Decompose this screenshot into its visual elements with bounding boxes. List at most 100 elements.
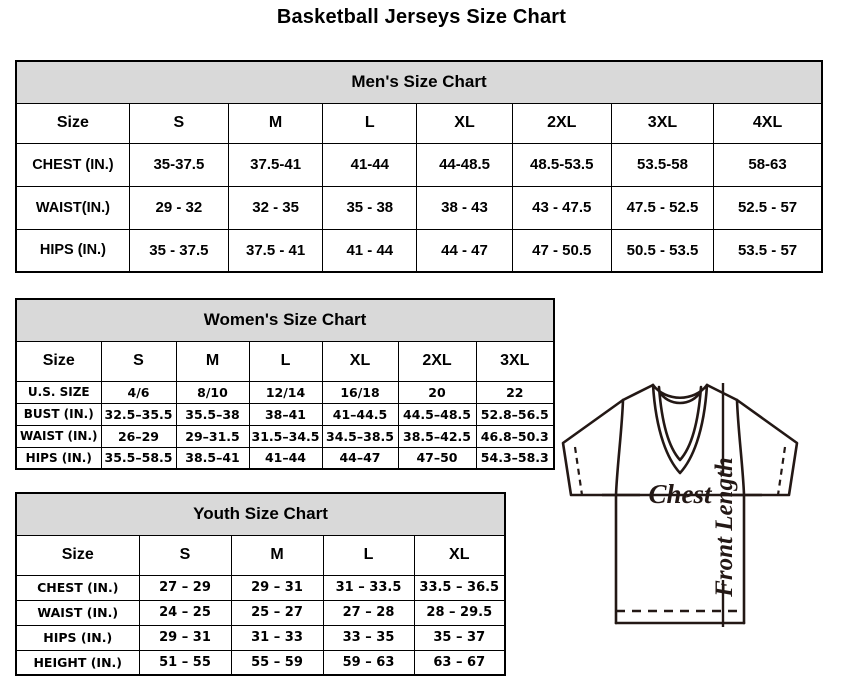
womens-title-row: Women's Size Chart (15, 298, 555, 342)
youth-waist-xl: 28 – 29.5 (413, 599, 506, 626)
mens-waist-3xl: 47.5 - 52.5 (610, 185, 715, 230)
right-sleeve-outline (735, 398, 799, 497)
womens-header-row: Size S M L XL 2XL 3XL (15, 340, 555, 382)
mens-chest-s: 35-37.5 (128, 142, 229, 187)
youth-hips-s: 29 – 31 (138, 624, 232, 651)
womens-waist-l: 31.5–34.5 (248, 424, 323, 448)
womens-ussize-m: 8/10 (175, 380, 250, 404)
womens-hips-xl: 44–47 (321, 446, 399, 470)
youth-size-chart-table: Youth Size Chart Size S M L XL CHEST (IN… (15, 492, 507, 676)
table-row: HIPS (IN.) 29 – 31 31 – 33 33 – 35 35 – … (15, 624, 506, 651)
mens-col-header-l: L (322, 102, 418, 144)
youth-chest-l: 31 – 33.5 (322, 574, 415, 601)
womens-row-label-us-size: U.S. SIZE (15, 380, 102, 404)
womens-bust-l: 38–41 (248, 402, 323, 426)
mens-hips-m: 37.5 - 41 (227, 228, 324, 273)
mens-waist-xl: 38 - 43 (416, 185, 513, 230)
womens-bust-3xl: 52.8–56.5 (475, 402, 555, 426)
youth-hips-l: 33 – 35 (322, 624, 415, 651)
v-neck-outer (651, 383, 709, 475)
youth-header-row: Size S M L XL (15, 534, 506, 576)
youth-height-l: 59 – 63 (322, 649, 415, 676)
youth-row-label-waist: WAIST (IN.) (15, 599, 140, 626)
table-row: U.S. SIZE 4/6 8/10 12/14 16/18 20 22 (15, 380, 555, 404)
mens-chest-4xl: 58-63 (713, 142, 823, 187)
youth-col-header-l: L (322, 534, 415, 576)
womens-hips-l: 41–44 (248, 446, 323, 470)
womens-row-label-waist: WAIST (IN.) (15, 424, 102, 448)
womens-ussize-l: 12/14 (248, 380, 323, 404)
youth-col-header-m: M (230, 534, 324, 576)
womens-hips-s: 35.5–58.5 (100, 446, 177, 470)
mens-waist-s: 29 - 32 (128, 185, 229, 230)
collar-arc-inner (657, 389, 703, 405)
table-row: HIPS (IN.) 35.5–58.5 38.5–41 41–44 44–47… (15, 446, 555, 470)
mens-size-chart-table: Men's Size Chart Size S M L XL 2XL 3XL 4… (15, 60, 823, 273)
womens-col-header-s: S (100, 340, 177, 382)
table-row: WAIST(IN.) 29 - 32 32 - 35 35 - 38 38 - … (15, 185, 823, 230)
mens-col-header-3xl: 3XL (610, 102, 715, 144)
mens-title-row: Men's Size Chart (15, 60, 823, 104)
womens-row-label-hips: HIPS (IN.) (15, 446, 102, 470)
jersey-measurement-diagram: Chest Front Length (520, 355, 840, 655)
youth-height-m: 55 – 59 (230, 649, 324, 676)
youth-hips-xl: 35 – 37 (413, 624, 506, 651)
womens-col-header-size: Size (15, 340, 102, 382)
youth-chest-m: 29 – 31 (230, 574, 324, 601)
mens-chest-m: 37.5-41 (227, 142, 324, 187)
table-row: BUST (IN.) 32.5–35.5 35.5–38 38–41 41–44… (15, 402, 555, 426)
womens-col-header-2xl: 2XL (397, 340, 477, 382)
mens-chest-l: 41-44 (322, 142, 418, 187)
mens-hips-l: 41 - 44 (322, 228, 418, 273)
table-row: CHEST (IN.) 35-37.5 37.5-41 41-44 44-48.… (15, 142, 823, 187)
mens-table-body: Men's Size Chart Size S M L XL 2XL 3XL 4… (15, 60, 823, 273)
youth-col-header-s: S (138, 534, 232, 576)
youth-row-label-hips: HIPS (IN.) (15, 624, 140, 651)
table-row: WAIST (IN.) 24 – 25 25 – 27 27 – 28 28 –… (15, 599, 506, 626)
mens-hips-xl: 44 - 47 (416, 228, 513, 273)
front-length-label: Front Length (711, 457, 738, 598)
mens-table-title: Men's Size Chart (15, 60, 823, 104)
womens-ussize-s: 4/6 (100, 380, 177, 404)
youth-col-header-xl: XL (413, 534, 506, 576)
mens-col-header-s: S (128, 102, 229, 144)
womens-waist-xl: 34.5–38.5 (321, 424, 399, 448)
womens-ussize-2xl: 20 (397, 380, 477, 404)
mens-chest-xl: 44-48.5 (416, 142, 513, 187)
womens-hips-3xl: 54.3–58.3 (475, 446, 555, 470)
mens-row-label-chest: CHEST (IN.) (15, 142, 130, 187)
collar-arc-outer (651, 383, 709, 399)
youth-height-xl: 63 – 67 (413, 649, 506, 676)
youth-chest-s: 27 – 29 (138, 574, 232, 601)
womens-col-header-m: M (175, 340, 250, 382)
mens-row-label-waist: WAIST(IN.) (15, 185, 130, 230)
right-armhole-curve (735, 398, 746, 497)
mens-col-header-xl: XL (416, 102, 513, 144)
youth-table-title: Youth Size Chart (15, 492, 506, 536)
left-shoulder-top (621, 383, 655, 402)
youth-row-label-height: HEIGHT (IN.) (15, 649, 140, 676)
mens-col-header-size: Size (15, 102, 130, 144)
mens-header-row: Size S M L XL 2XL 3XL 4XL (15, 102, 823, 144)
mens-col-header-2xl: 2XL (511, 102, 612, 144)
youth-chest-xl: 33.5 – 36.5 (413, 574, 506, 601)
womens-row-label-bust: BUST (IN.) (15, 402, 102, 426)
right-sleeve-hem-dash (776, 446, 787, 496)
womens-bust-xl: 41–44.5 (321, 402, 399, 426)
youth-waist-s: 24 – 25 (138, 599, 232, 626)
womens-hips-m: 38.5–41 (175, 446, 250, 470)
youth-waist-l: 27 – 28 (322, 599, 415, 626)
jersey-illustration-svg: Chest Front Length (561, 383, 799, 627)
mens-col-header-4xl: 4XL (713, 102, 823, 144)
youth-hips-m: 31 – 33 (230, 624, 324, 651)
table-row: HIPS (IN.) 35 - 37.5 37.5 - 41 41 - 44 4… (15, 228, 823, 273)
womens-ussize-xl: 16/18 (321, 380, 399, 404)
chest-label: Chest (648, 479, 713, 509)
womens-table-title: Women's Size Chart (15, 298, 555, 342)
mens-col-header-m: M (227, 102, 324, 144)
womens-col-header-xl: XL (321, 340, 399, 382)
mens-hips-4xl: 53.5 - 57 (713, 228, 823, 273)
womens-col-header-l: L (248, 340, 323, 382)
page-title: Basketball Jerseys Size Chart (276, 6, 567, 28)
womens-ussize-3xl: 22 (475, 380, 555, 404)
